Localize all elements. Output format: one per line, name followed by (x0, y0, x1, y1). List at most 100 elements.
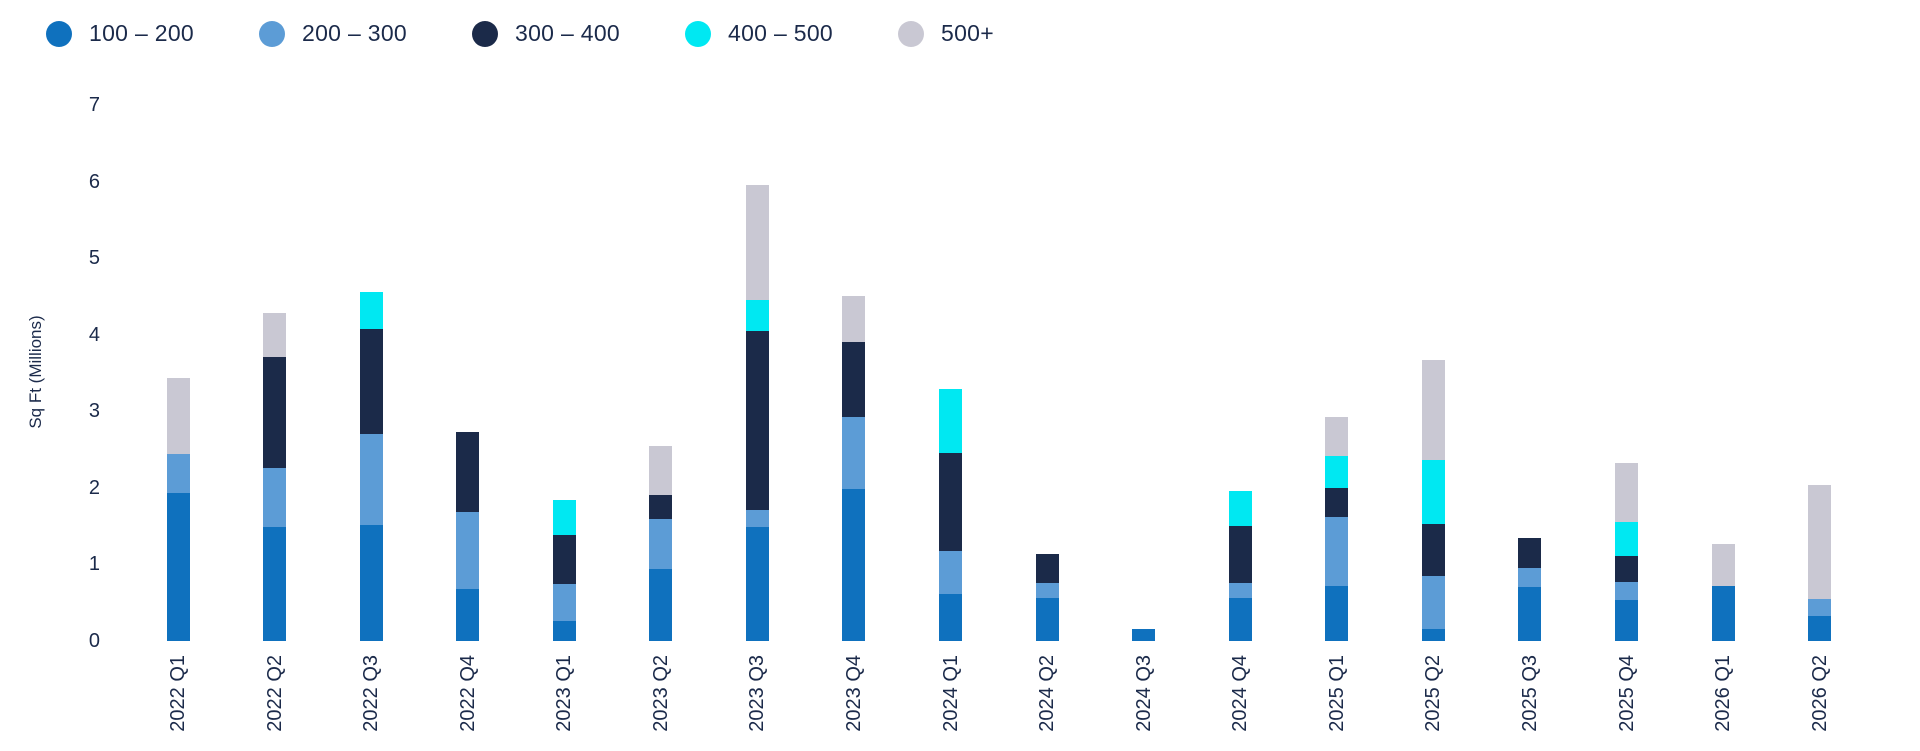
bar-segment-500+[interactable] (1421, 360, 1445, 460)
bar-segment-100-200[interactable] (359, 524, 383, 641)
x-tick-label-2024-q4: 2024 Q4 (1229, 655, 1252, 732)
bar-segment-200-300[interactable] (939, 550, 963, 595)
bar-segment-100-200[interactable] (1808, 615, 1832, 641)
bar-segment-100-200[interactable] (1421, 628, 1445, 641)
legend-dot (472, 20, 498, 47)
bar-segment-100-200[interactable] (1228, 598, 1252, 641)
bar-segment-100-200[interactable] (1325, 585, 1349, 641)
bar-segment-500+[interactable] (745, 185, 769, 300)
bar-segment-400-500[interactable] (939, 389, 963, 453)
x-tick-label-2024-q3: 2024 Q3 (1132, 655, 1155, 732)
legend-dot (259, 20, 285, 47)
legend-label: 200 – 300 (302, 20, 408, 46)
legend-label: 300 – 400 (515, 20, 621, 46)
bar-segment-100-200[interactable] (456, 588, 480, 641)
y-tick-label-2: 2 (88, 476, 100, 499)
bar-segment-100-200[interactable] (1035, 598, 1059, 641)
bar-segment-400-500[interactable] (745, 299, 769, 331)
bar-segment-300-400[interactable] (1228, 526, 1252, 583)
bar-segment-300-400[interactable] (1325, 487, 1349, 517)
x-tick-label-2023-q3: 2023 Q3 (746, 655, 769, 732)
bar-segment-100-200[interactable] (1132, 628, 1156, 641)
bar-segment-300-400[interactable] (263, 356, 287, 468)
x-tick-label-2024-q1: 2024 Q1 (939, 655, 962, 732)
x-tick-label-2022-q3: 2022 Q3 (360, 655, 383, 732)
x-tick-label-2026-q1: 2026 Q1 (1712, 655, 1735, 732)
bar-segment-200-300[interactable] (745, 510, 769, 527)
bar-segment-300-400[interactable] (649, 494, 673, 519)
x-tick-label-2025-q3: 2025 Q3 (1518, 655, 1541, 732)
bar-segment-500+[interactable] (1615, 462, 1639, 522)
bar-2024-q2 (1035, 553, 1059, 641)
bar-segment-200-300[interactable] (552, 584, 576, 622)
bar-segment-300-400[interactable] (745, 330, 769, 511)
bar-segment-200-300[interactable] (1615, 582, 1639, 600)
bar-segment-200-300[interactable] (1808, 598, 1832, 616)
bar-segment-500+[interactable] (842, 295, 866, 342)
bar-2024-q4 (1228, 490, 1252, 641)
bar-segment-100-200[interactable] (842, 488, 866, 641)
bar-segment-100-200[interactable] (939, 594, 963, 641)
bar-segment-200-300[interactable] (166, 454, 190, 494)
bar-segment-400-500[interactable] (1325, 455, 1349, 488)
bar-segment-500+[interactable] (263, 312, 287, 357)
legend-item-300-400[interactable]: 300 – 400 (472, 20, 620, 47)
x-tick-label-2023-q4: 2023 Q4 (842, 655, 865, 732)
bar-segment-500+[interactable] (1711, 543, 1735, 586)
bar-segment-100-200[interactable] (1711, 585, 1735, 641)
bar-segment-200-300[interactable] (1035, 582, 1059, 599)
legend-item-100-200[interactable]: 100 – 200 (46, 20, 194, 47)
bar-segment-100-200[interactable] (1518, 586, 1542, 641)
x-tick-label-2025-q4: 2025 Q4 (1615, 655, 1638, 732)
y-tick-label-7: 7 (88, 94, 100, 116)
bar-segment-200-300[interactable] (842, 416, 866, 489)
bar-segment-200-300[interactable] (1228, 582, 1252, 599)
bar-segment-200-300[interactable] (263, 467, 287, 527)
bar-2024-q1 (939, 389, 963, 641)
bar-segment-100-200[interactable] (552, 621, 576, 641)
bar-segment-100-200[interactable] (745, 526, 769, 641)
legend-item-200-300[interactable]: 200 – 300 (259, 20, 407, 47)
bar-2026-q2 (1808, 484, 1832, 641)
bar-2022-q1 (166, 377, 190, 641)
y-tick-label-5: 5 (88, 247, 100, 270)
bar-segment-300-400[interactable] (456, 431, 480, 513)
bar-segment-400-500[interactable] (1615, 521, 1639, 557)
bar-segment-200-300[interactable] (359, 434, 383, 525)
bar-segment-300-400[interactable] (1518, 537, 1542, 569)
bar-segment-100-200[interactable] (649, 569, 673, 641)
bar-segment-200-300[interactable] (456, 512, 480, 589)
bar-segment-400-500[interactable] (552, 500, 576, 535)
bar-segment-100-200[interactable] (263, 526, 287, 641)
bar-segment-100-200[interactable] (166, 493, 190, 641)
chart-legend: 100 – 200 200 – 300 300 – 400 400 – 500 500+ (0, 0, 1920, 60)
bar-2023-q2 (649, 445, 673, 641)
bar-segment-300-400[interactable] (1615, 556, 1639, 583)
bar-segment-300-400[interactable] (842, 341, 866, 417)
bar-segment-500+[interactable] (1808, 484, 1832, 599)
legend-item-500+[interactable]: 500+ (898, 20, 994, 47)
legend-label: 400 – 500 (728, 20, 834, 46)
bar-segment-500+[interactable] (649, 445, 673, 495)
bar-segment-100-200[interactable] (1615, 599, 1639, 641)
bar-segment-200-300[interactable] (1325, 516, 1349, 586)
bar-segment-400-500[interactable] (1421, 459, 1445, 524)
bar-segment-200-300[interactable] (649, 518, 673, 570)
bar-segment-300-400[interactable] (552, 534, 576, 585)
bar-segment-300-400[interactable] (1035, 553, 1059, 583)
bar-segment-300-400[interactable] (359, 328, 383, 435)
bar-segment-400-500[interactable] (1228, 490, 1252, 527)
bar-segment-300-400[interactable] (939, 452, 963, 551)
bar-2022-q2 (263, 312, 287, 641)
bar-segment-500+[interactable] (166, 377, 190, 455)
bar-segment-200-300[interactable] (1421, 575, 1445, 629)
bar-segment-300-400[interactable] (1421, 523, 1445, 576)
legend-item-400-500[interactable]: 400 – 500 (685, 20, 833, 47)
bar-2023-q3 (745, 185, 769, 641)
legend-label: 500+ (941, 20, 995, 46)
bar-segment-500+[interactable] (1325, 417, 1349, 456)
legend-dot (685, 20, 711, 47)
bar-segment-400-500[interactable] (359, 291, 383, 329)
bar-segment-200-300[interactable] (1518, 568, 1542, 587)
